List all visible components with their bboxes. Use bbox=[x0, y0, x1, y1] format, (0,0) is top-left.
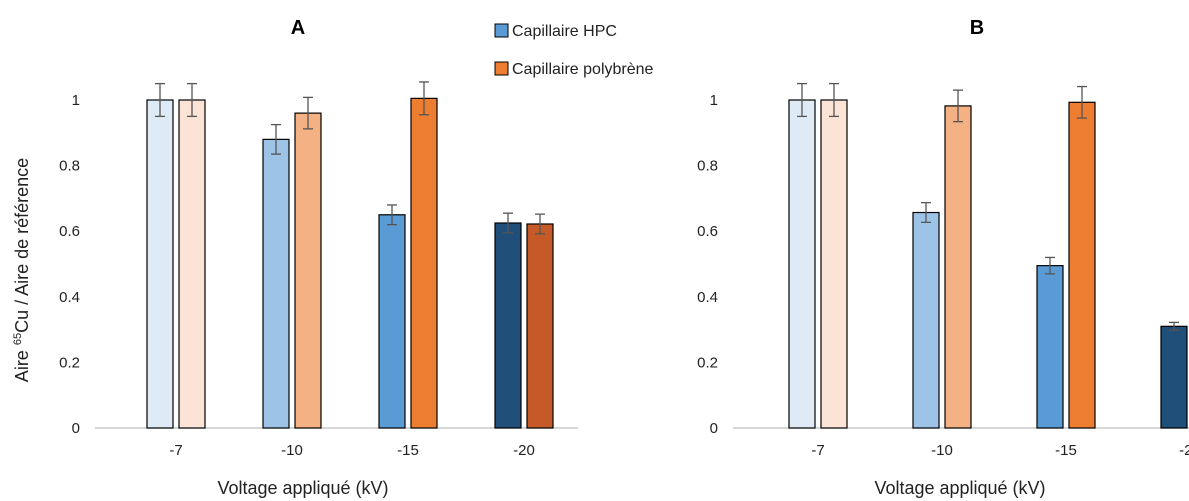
x-tick-label: -15 bbox=[1055, 442, 1077, 459]
y-axis-title: Aire 65Cu / Aire de référence bbox=[12, 158, 32, 382]
y-tick-label: 0.6 bbox=[697, 223, 718, 240]
bar bbox=[294, 112, 322, 429]
y-tick-label: 0.4 bbox=[59, 289, 80, 306]
bar bbox=[526, 223, 554, 429]
bar bbox=[378, 214, 406, 429]
y-tick-label: 0 bbox=[710, 420, 718, 437]
legend-swatch-polybrene bbox=[494, 61, 509, 76]
x-tick-label: -20 bbox=[513, 442, 535, 459]
x-tick-label: -10 bbox=[931, 442, 953, 459]
bar bbox=[944, 105, 972, 429]
bar bbox=[788, 99, 816, 429]
y-tick-label: 1 bbox=[710, 92, 718, 109]
legend-swatch-hpc bbox=[494, 23, 509, 38]
bar bbox=[494, 222, 522, 429]
legend-item-hpc: Capillaire HPC bbox=[494, 23, 617, 40]
y-tick-label: 0.4 bbox=[697, 289, 718, 306]
bar bbox=[410, 97, 438, 429]
panel-b: B Voltage appliqué (kV) 0 0.2 0.4 0.6 0.8 1 -7… bbox=[697, 17, 1189, 498]
legend-item-polybrene: Capillaire polybrène bbox=[494, 61, 654, 78]
bar bbox=[912, 211, 940, 429]
x-tick-label: -20 bbox=[1179, 442, 1189, 459]
legend-label-polybrene: Capillaire polybrène bbox=[512, 61, 654, 78]
legend-label-hpc: Capillaire HPC bbox=[512, 23, 617, 40]
y-tick-label: 0.8 bbox=[59, 158, 80, 175]
bar bbox=[1068, 101, 1096, 429]
y-tick-label: 0 bbox=[72, 420, 80, 437]
bar bbox=[178, 99, 206, 429]
panel-a-title: A bbox=[291, 17, 305, 39]
bar bbox=[820, 99, 848, 429]
x-tick-label: -10 bbox=[281, 442, 303, 459]
legend: Capillaire HPC Capillaire polybrène bbox=[494, 23, 654, 78]
x-tick-label: -15 bbox=[397, 442, 419, 459]
x-tick-label: -7 bbox=[169, 442, 182, 459]
y-tick-label: 1 bbox=[72, 92, 80, 109]
y-tick-label: 0.2 bbox=[59, 354, 80, 371]
bar bbox=[262, 138, 290, 429]
y-tick-label: 0.6 bbox=[59, 223, 80, 240]
panel-b-x-axis-title: Voltage appliqué (kV) bbox=[874, 478, 1045, 498]
bar bbox=[146, 99, 174, 429]
panel-a: A Voltage appliqué (kV) 0 0.2 0.4 0.6 0.8 1 -7… bbox=[59, 17, 578, 498]
bar bbox=[1160, 325, 1188, 429]
y-tick-label: 0.8 bbox=[697, 158, 718, 175]
bar bbox=[1036, 265, 1064, 429]
x-tick-label: -7 bbox=[811, 442, 824, 459]
panel-b-title: B bbox=[970, 17, 984, 39]
y-tick-label: 0.2 bbox=[697, 354, 718, 371]
panel-a-x-axis-title: Voltage appliqué (kV) bbox=[217, 478, 388, 498]
